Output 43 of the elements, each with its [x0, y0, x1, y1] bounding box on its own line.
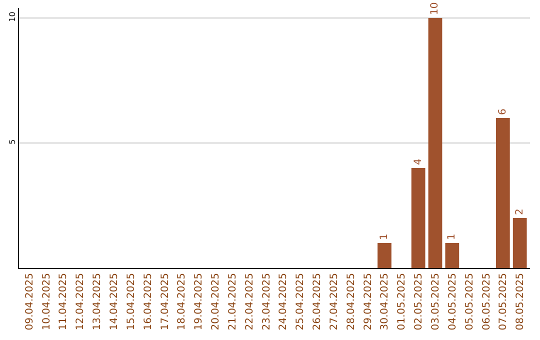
x-tick-label: 21.04.2025 [227, 273, 238, 330]
x-tick-label: 26.04.2025 [312, 273, 324, 330]
x-tick-label: 12.04.2025 [75, 273, 86, 330]
bar [445, 243, 460, 268]
x-tick-label: 03.05.2025 [430, 273, 442, 330]
bar [411, 168, 426, 268]
x-tick-label: 08.05.2025 [515, 273, 526, 330]
x-tick-label: 23.04.2025 [261, 273, 272, 330]
x-tick-label: 04.05.2025 [447, 273, 458, 330]
x-tick-label: 17.04.2025 [160, 273, 171, 330]
x-tick-label: 01.05.2025 [396, 273, 408, 330]
data-label: 4 [412, 158, 424, 165]
x-tick-label: 13.04.2025 [92, 273, 104, 330]
x-tick-label: 02.05.2025 [414, 273, 425, 330]
x-tick-label: 25.04.2025 [295, 273, 306, 330]
x-tick-label: 11.04.2025 [58, 273, 70, 330]
x-tick-label: 30.04.2025 [380, 273, 391, 330]
x-tick-label: 05.05.2025 [464, 273, 476, 330]
bar [496, 118, 510, 268]
data-label: 10 [430, 2, 441, 15]
x-tick-label: 14.04.2025 [109, 273, 120, 330]
data-label: 2 [514, 208, 526, 215]
x-tick-label: 24.04.2025 [278, 273, 290, 330]
data-label: 6 [497, 108, 508, 115]
x-tick-label: 15.04.2025 [126, 273, 137, 330]
x-tick-label: 27.04.2025 [328, 273, 340, 330]
x-tick-label: 06.05.2025 [481, 273, 492, 330]
y-tick-label: 5 [8, 139, 17, 144]
x-tick-label: 19.04.2025 [194, 273, 205, 330]
bar [428, 18, 442, 268]
x-tick-label: 10.04.2025 [41, 273, 52, 330]
x-tick-label: 09.04.2025 [24, 273, 36, 330]
x-tick-label: 29.04.2025 [362, 273, 374, 330]
x-tick-label: 16.04.2025 [142, 273, 154, 330]
x-tick-label: 07.05.2025 [498, 273, 510, 330]
data-label: 1 [378, 234, 390, 240]
x-tick-label: 22.04.2025 [244, 273, 256, 330]
x-tick-label: 18.04.2025 [176, 273, 188, 330]
bar [512, 218, 527, 268]
data-label: 1 [446, 234, 458, 240]
x-tick-label: 28.04.2025 [346, 273, 357, 330]
bar [378, 243, 392, 268]
x-tick-label: 20.04.2025 [210, 273, 222, 330]
